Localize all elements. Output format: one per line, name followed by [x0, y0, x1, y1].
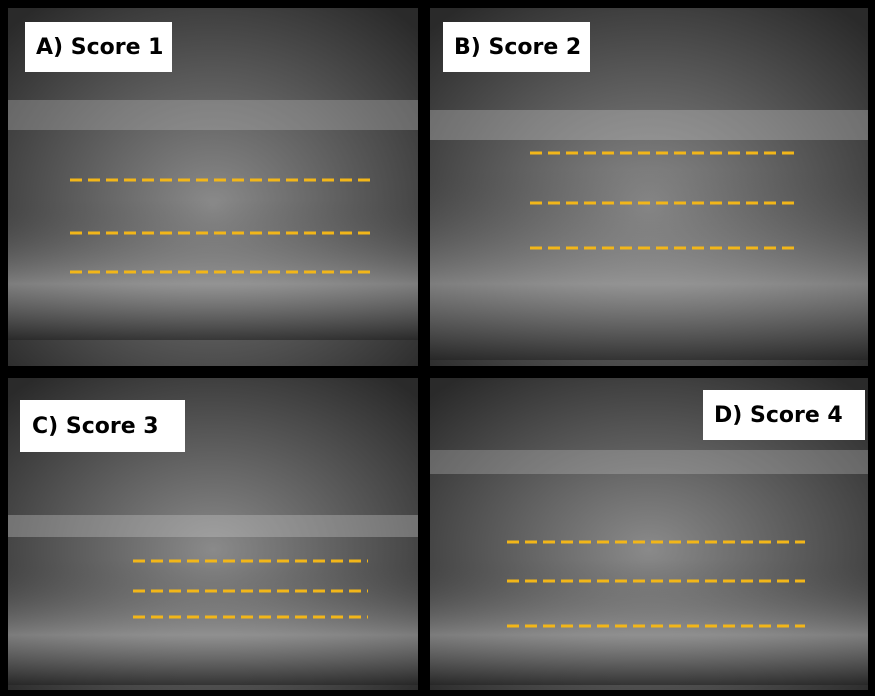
teeth-region	[430, 170, 868, 360]
panel-label: D) Score 4	[714, 403, 843, 428]
panel-b: B) Score 2	[430, 8, 868, 366]
panel-label: B) Score 2	[454, 35, 581, 60]
label-box	[703, 390, 865, 440]
teeth-region	[8, 200, 418, 340]
panel-label: C) Score 3	[32, 414, 159, 439]
panel-d: D) Score 4	[430, 378, 868, 690]
label-box	[20, 400, 185, 452]
label-box	[25, 22, 172, 72]
panel-c: C) Score 3	[8, 378, 418, 690]
teeth-region	[430, 560, 868, 685]
palate-band	[8, 100, 418, 130]
panel-label: A) Score 1	[36, 35, 163, 60]
palate-band	[430, 450, 868, 474]
palate-band	[8, 515, 418, 537]
label-box	[443, 22, 590, 72]
teeth-region	[8, 560, 418, 685]
panel-a: A) Score 1	[8, 8, 418, 366]
palate-band	[430, 110, 868, 140]
